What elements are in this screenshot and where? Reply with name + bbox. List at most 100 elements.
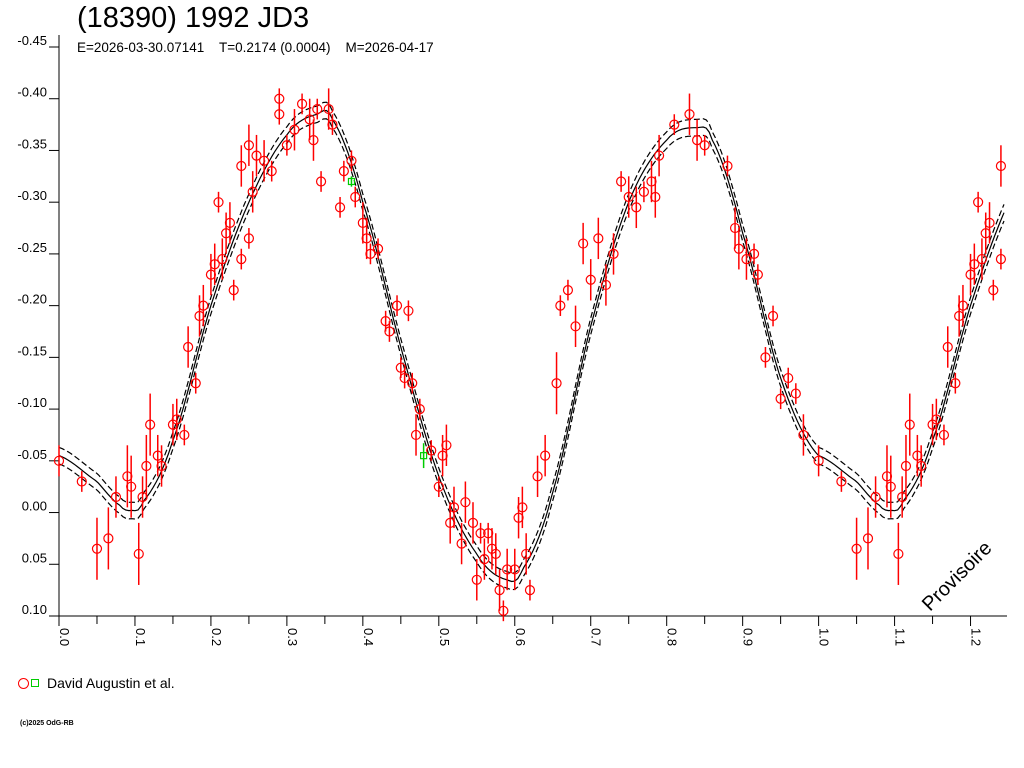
x-tick-label: 1.2 <box>969 628 984 646</box>
data-point <box>790 388 801 399</box>
data-point <box>479 553 490 565</box>
data-point <box>585 274 596 285</box>
data-point <box>76 476 87 487</box>
x-tick-label: 0.7 <box>589 628 604 646</box>
x-tick-label: 0.6 <box>513 628 528 646</box>
data-point <box>315 176 327 187</box>
x-tick-label: 0.2 <box>209 628 224 646</box>
data-point <box>228 285 239 296</box>
x-tick-label: 1.1 <box>893 628 908 646</box>
data-point <box>570 321 581 332</box>
data-point <box>973 197 984 208</box>
data-point <box>471 574 482 585</box>
data-point <box>775 393 786 404</box>
y-tick-label: -0.05 <box>17 447 47 462</box>
data-point <box>551 378 562 389</box>
data-point <box>532 471 543 482</box>
data-point <box>851 543 862 554</box>
data-point <box>555 300 566 311</box>
data-point <box>224 217 236 228</box>
data-point <box>190 378 201 389</box>
x-tick-label: 0.1 <box>133 628 148 646</box>
x-tick-label: 0.4 <box>361 628 376 646</box>
data-point <box>836 476 847 487</box>
data-point <box>942 341 953 353</box>
data-point <box>783 372 794 384</box>
data-point <box>870 491 881 503</box>
copyright: (c)2025 OdG-RB <box>20 720 74 727</box>
data-point <box>426 445 437 456</box>
legend: David Augustin et al. <box>18 675 175 691</box>
data-point <box>350 191 361 203</box>
data-point <box>938 429 950 441</box>
data-point <box>760 352 771 363</box>
data-point <box>281 140 292 151</box>
data-point <box>524 585 536 596</box>
data-point <box>179 429 190 441</box>
data-point <box>323 103 334 115</box>
data-point <box>988 285 999 296</box>
data-point <box>578 238 589 249</box>
y-tick-label: -0.35 <box>17 136 47 151</box>
data-point <box>502 564 513 575</box>
legend-circle-marker <box>18 677 29 689</box>
data-point <box>562 285 574 296</box>
data-point <box>198 300 209 311</box>
data-point <box>361 233 372 244</box>
data-point <box>748 248 760 260</box>
data-point <box>236 253 247 265</box>
data-point <box>916 460 927 472</box>
data-point <box>274 109 285 120</box>
x-tick-label: 0.9 <box>741 628 756 646</box>
data-point <box>593 233 604 244</box>
x-tick-label: 0.8 <box>665 628 680 646</box>
data-point <box>691 135 703 146</box>
data-point <box>509 564 520 575</box>
data-point <box>460 497 471 508</box>
data-point <box>183 341 194 353</box>
data-point <box>312 103 323 115</box>
data-point <box>798 429 809 441</box>
data-point <box>684 109 695 120</box>
data-point <box>399 372 410 384</box>
data-point <box>638 186 650 197</box>
data-point <box>247 186 258 197</box>
data-point <box>156 460 167 472</box>
data-point <box>984 217 995 228</box>
data-point <box>608 248 619 260</box>
data-point <box>133 548 144 560</box>
data-point <box>308 135 319 146</box>
data-point <box>950 378 961 389</box>
data-point <box>327 119 338 130</box>
data-point <box>490 548 501 560</box>
data-point <box>91 543 103 554</box>
data-point <box>733 243 744 254</box>
y-tick-label: -0.30 <box>17 188 47 203</box>
data-point <box>391 300 403 311</box>
data-point <box>171 414 182 425</box>
data-point <box>767 310 779 322</box>
data-point <box>289 124 300 135</box>
data-point <box>296 98 308 110</box>
data-point <box>521 548 532 560</box>
data-point <box>669 119 680 130</box>
data-point <box>141 460 152 472</box>
chart-subtitle: E=2026-03-30.07141 T=0.2174 (0.0004) M=2… <box>77 40 434 55</box>
data-point <box>403 305 414 316</box>
legend-square-marker <box>31 679 39 687</box>
data-point <box>893 548 904 560</box>
x-tick-label: 0.5 <box>437 628 452 646</box>
data-point <box>616 176 627 187</box>
data-point <box>653 150 665 161</box>
fit-envelope-upper <box>58 101 1005 574</box>
data-point <box>347 177 356 186</box>
data-point <box>217 253 228 265</box>
fit-envelope-lower <box>58 118 1005 591</box>
data-point <box>995 253 1007 265</box>
data-point <box>448 502 460 513</box>
data-point <box>904 419 915 430</box>
data-point <box>741 253 752 265</box>
data-point <box>145 419 156 430</box>
legend-label: David Augustin et al. <box>47 675 175 691</box>
